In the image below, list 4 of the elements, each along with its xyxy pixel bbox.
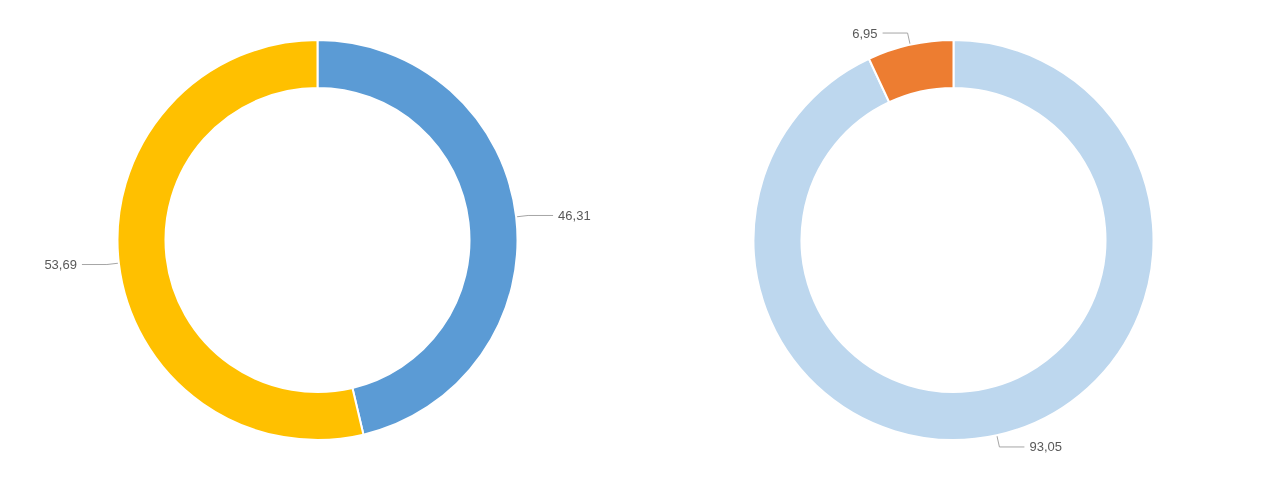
data-label: 93,05 [1029,439,1062,455]
data-label: 53,69 [44,257,77,273]
data-label: 46,31 [558,207,591,223]
data-label: 6,95 [852,25,878,41]
